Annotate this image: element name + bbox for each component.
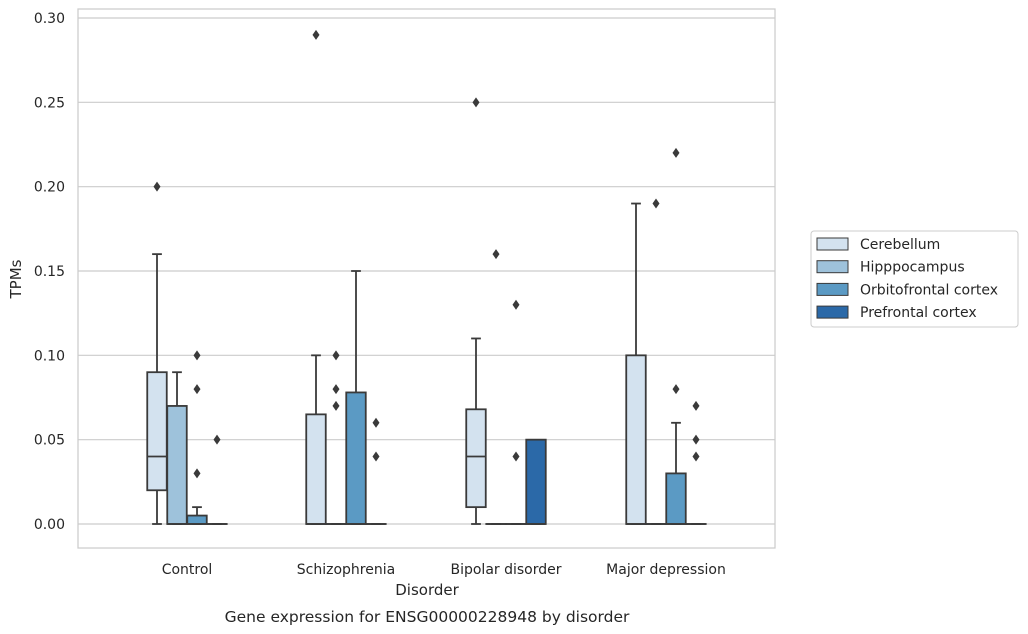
box-series — [146, 29, 707, 525]
plot-frame — [77, 8, 776, 549]
box-body — [665, 472, 687, 525]
y-axis-title: TPMs — [7, 259, 25, 299]
outlier-point — [692, 400, 700, 411]
box-body — [525, 438, 547, 525]
legend-swatch — [816, 282, 849, 296]
figure-caption: Gene expression for ENSG00000228948 by d… — [225, 608, 630, 626]
box — [305, 29, 327, 525]
outlier-point — [332, 350, 340, 361]
box-body — [166, 405, 188, 525]
y-tick-label: 0.15 — [34, 264, 65, 280]
box-body — [186, 514, 208, 525]
series-hipppocampus — [166, 198, 667, 525]
box — [365, 417, 387, 525]
outlier-point — [492, 249, 500, 260]
y-tick-label: 0.25 — [34, 95, 65, 111]
outlier-point — [512, 299, 520, 310]
x-tick-label: Schizophrenia — [297, 562, 395, 578]
legend-swatch — [816, 237, 849, 251]
outlier-point — [213, 434, 221, 445]
legend-item: Orbitofrontal cortex — [816, 282, 998, 298]
y-tick-label: 0.05 — [34, 433, 65, 449]
outlier-point — [193, 468, 201, 479]
x-tick-label: Major depression — [606, 562, 726, 578]
outlier-point — [692, 434, 700, 445]
outlier-point — [153, 181, 161, 192]
legend-item: Hipppocampus — [816, 260, 965, 276]
box — [525, 438, 547, 525]
outlier-point — [672, 147, 680, 158]
box — [665, 147, 687, 525]
outlier-point — [312, 29, 320, 40]
outlier-point — [472, 97, 480, 108]
outlier-point — [332, 400, 340, 411]
outlier-point — [672, 384, 680, 395]
box — [505, 299, 527, 525]
legend-frame — [810, 230, 1019, 328]
box-body — [345, 391, 367, 525]
legend-label: Hipppocampus — [860, 260, 965, 276]
legend-item: Cerebellum — [816, 237, 940, 253]
series-prefrontal-cortex — [206, 400, 707, 525]
box-body — [625, 354, 647, 525]
legend-label: Cerebellum — [860, 237, 940, 253]
x-tick-label: Control — [162, 562, 213, 578]
legend-item: Prefrontal cortex — [816, 305, 977, 321]
y-tick-label: 0.00 — [34, 517, 65, 533]
box — [345, 270, 367, 525]
x-axis-ticks: Control Schizophrenia Bipolar disorder Majo… — [162, 562, 726, 578]
legend: Cerebellum Hipppocampus Orbitofrontal cort… — [810, 230, 1019, 328]
y-tick-label: 0.10 — [34, 348, 65, 364]
outlier-point — [512, 451, 520, 462]
legend-label: Orbitofrontal cortex — [860, 282, 998, 298]
box-body — [305, 413, 327, 525]
box — [206, 434, 228, 525]
box — [685, 400, 707, 525]
legend-swatch — [816, 305, 849, 319]
outlier-point — [193, 350, 201, 361]
box — [166, 371, 188, 525]
box — [186, 350, 208, 525]
outlier-point — [372, 451, 380, 462]
series-orbitofrontal-cortex — [186, 147, 687, 525]
box-body — [465, 408, 487, 509]
outlier-point — [372, 417, 380, 428]
box — [325, 350, 347, 525]
x-tick-label: Bipolar disorder — [450, 562, 561, 578]
y-axis-ticks: 0.00 0.05 0.10 0.15 0.20 0.25 0.30 — [34, 11, 65, 533]
outlier-point — [332, 384, 340, 395]
box — [465, 97, 487, 525]
outlier-point — [652, 198, 660, 209]
x-axis-title: Disorder — [395, 581, 459, 599]
legend-label: Prefrontal cortex — [860, 305, 977, 321]
outlier-point — [193, 384, 201, 395]
box — [625, 202, 647, 525]
y-tick-label: 0.20 — [34, 180, 65, 196]
legend-swatch — [816, 260, 849, 274]
box-body — [146, 371, 168, 492]
outlier-point — [692, 451, 700, 462]
y-tick-label: 0.30 — [34, 11, 65, 27]
